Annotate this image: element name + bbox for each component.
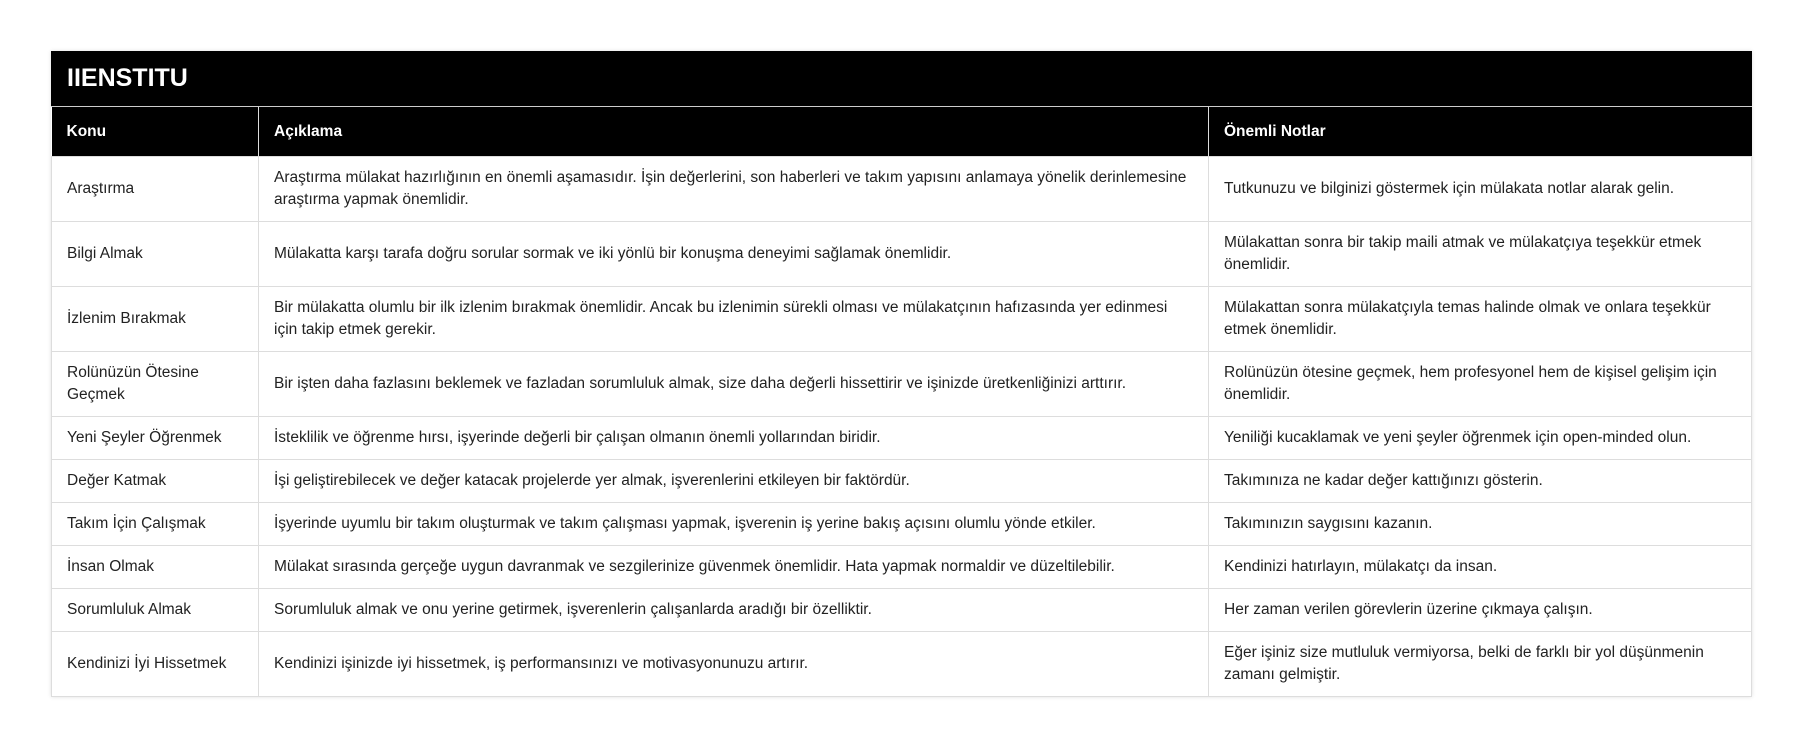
column-header: Önemli Notlar (1208, 107, 1752, 157)
cell-description: Mülakatta karşı tarafa doğru sorular sor… (258, 221, 1209, 287)
cell-notes: Eğer işiniz size mutluluk vermiyorsa, be… (1208, 631, 1752, 697)
table-row: Kendinizi İyi Hissetmek Kendinizi işinizd… (51, 631, 1752, 697)
cell-description: Araştırma mülakat hazırlığının en önemli… (258, 156, 1209, 222)
cell-description: İsteklilik ve öğrenme hırsı, işyerinde d… (258, 416, 1209, 460)
table-row: İzlenim Bırakmak Bir mülakatta olumlu bir… (51, 286, 1752, 352)
cell-topic: Sorumluluk Almak (51, 588, 259, 632)
cell-topic: Takım İçin Çalışmak (51, 502, 259, 546)
cell-description: Kendinizi işinizde iyi hissetmek, iş per… (258, 631, 1209, 697)
cell-topic: Değer Katmak (51, 459, 259, 503)
table-row: Bilgi Almak Mülakatta karşı tarafa doğru … (51, 221, 1752, 287)
cell-topic: Kendinizi İyi Hissetmek (51, 631, 259, 697)
cell-description: Mülakat sırasında gerçeğe uygun davranma… (258, 545, 1209, 589)
cell-topic: Bilgi Almak (51, 221, 259, 287)
cell-description: İşyerinde uyumlu bir takım oluşturmak ve… (258, 502, 1209, 546)
table-container: IIENSTITU Konu Açıklama Önemli Notlar Ar… (51, 51, 1752, 697)
cell-notes: Her zaman verilen görevlerin üzerine çık… (1208, 588, 1752, 632)
table-row: Sorumluluk Almak Sorumluluk almak ve onu … (51, 588, 1752, 632)
cell-notes: Mülakattan sonra bir takip maili atmak v… (1208, 221, 1752, 287)
cell-description: Bir işten daha fazlasını beklemek ve faz… (258, 351, 1209, 417)
table-row: İnsan Olmak Mülakat sırasında gerçeğe uyg… (51, 545, 1752, 589)
cell-notes: Takımınıza ne kadar değer kattığınızı gö… (1208, 459, 1752, 503)
data-table: Konu Açıklama Önemli Notlar Araştırma Ara… (51, 107, 1752, 697)
header-row: Konu Açıklama Önemli Notlar (51, 107, 1752, 157)
table-title: IIENSTITU (51, 51, 1752, 107)
table-row: Yeni Şeyler Öğrenmek İsteklilik ve öğrenm… (51, 416, 1752, 460)
cell-description: Sorumluluk almak ve onu yerine getirmek,… (258, 588, 1209, 632)
table-row: Değer Katmak İşi geliştirebilecek ve değe… (51, 459, 1752, 503)
cell-notes: Mülakattan sonra mülakatçıyla temas hali… (1208, 286, 1752, 352)
cell-topic: Rolünüzün Ötesine Geçmek (51, 351, 259, 417)
column-header: Konu (51, 107, 259, 157)
cell-topic: Araştırma (51, 156, 259, 222)
cell-notes: Yeniliği kucaklamak ve yeni şeyler öğren… (1208, 416, 1752, 460)
column-header: Açıklama (258, 107, 1209, 157)
cell-topic: İnsan Olmak (51, 545, 259, 589)
table-row: Rolünüzün Ötesine Geçmek Bir işten daha f… (51, 351, 1752, 417)
table-row: Takım İçin Çalışmak İşyerinde uyumlu bir … (51, 502, 1752, 546)
cell-topic: İzlenim Bırakmak (51, 286, 259, 352)
cell-notes: Takımınızın saygısını kazanın. (1208, 502, 1752, 546)
cell-notes: Kendinizi hatırlayın, mülakatçı da insan… (1208, 545, 1752, 589)
cell-description: Bir mülakatta olumlu bir ilk izlenim bır… (258, 286, 1209, 352)
cell-notes: Tutkunuzu ve bilginizi göstermek için mü… (1208, 156, 1752, 222)
cell-topic: Yeni Şeyler Öğrenmek (51, 416, 259, 460)
cell-description: İşi geliştirebilecek ve değer katacak pr… (258, 459, 1209, 503)
cell-notes: Rolünüzün ötesine geçmek, hem profesyone… (1208, 351, 1752, 417)
table-row: Araştırma Araştırma mülakat hazırlığının … (51, 156, 1752, 222)
